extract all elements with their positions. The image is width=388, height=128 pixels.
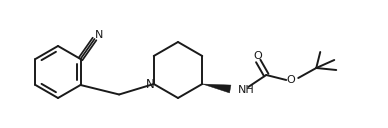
- Text: NH: NH: [238, 85, 255, 95]
- Text: O: O: [287, 75, 296, 85]
- Polygon shape: [202, 84, 231, 93]
- Text: N: N: [146, 78, 154, 92]
- Text: O: O: [254, 51, 263, 61]
- Text: N: N: [95, 30, 104, 40]
